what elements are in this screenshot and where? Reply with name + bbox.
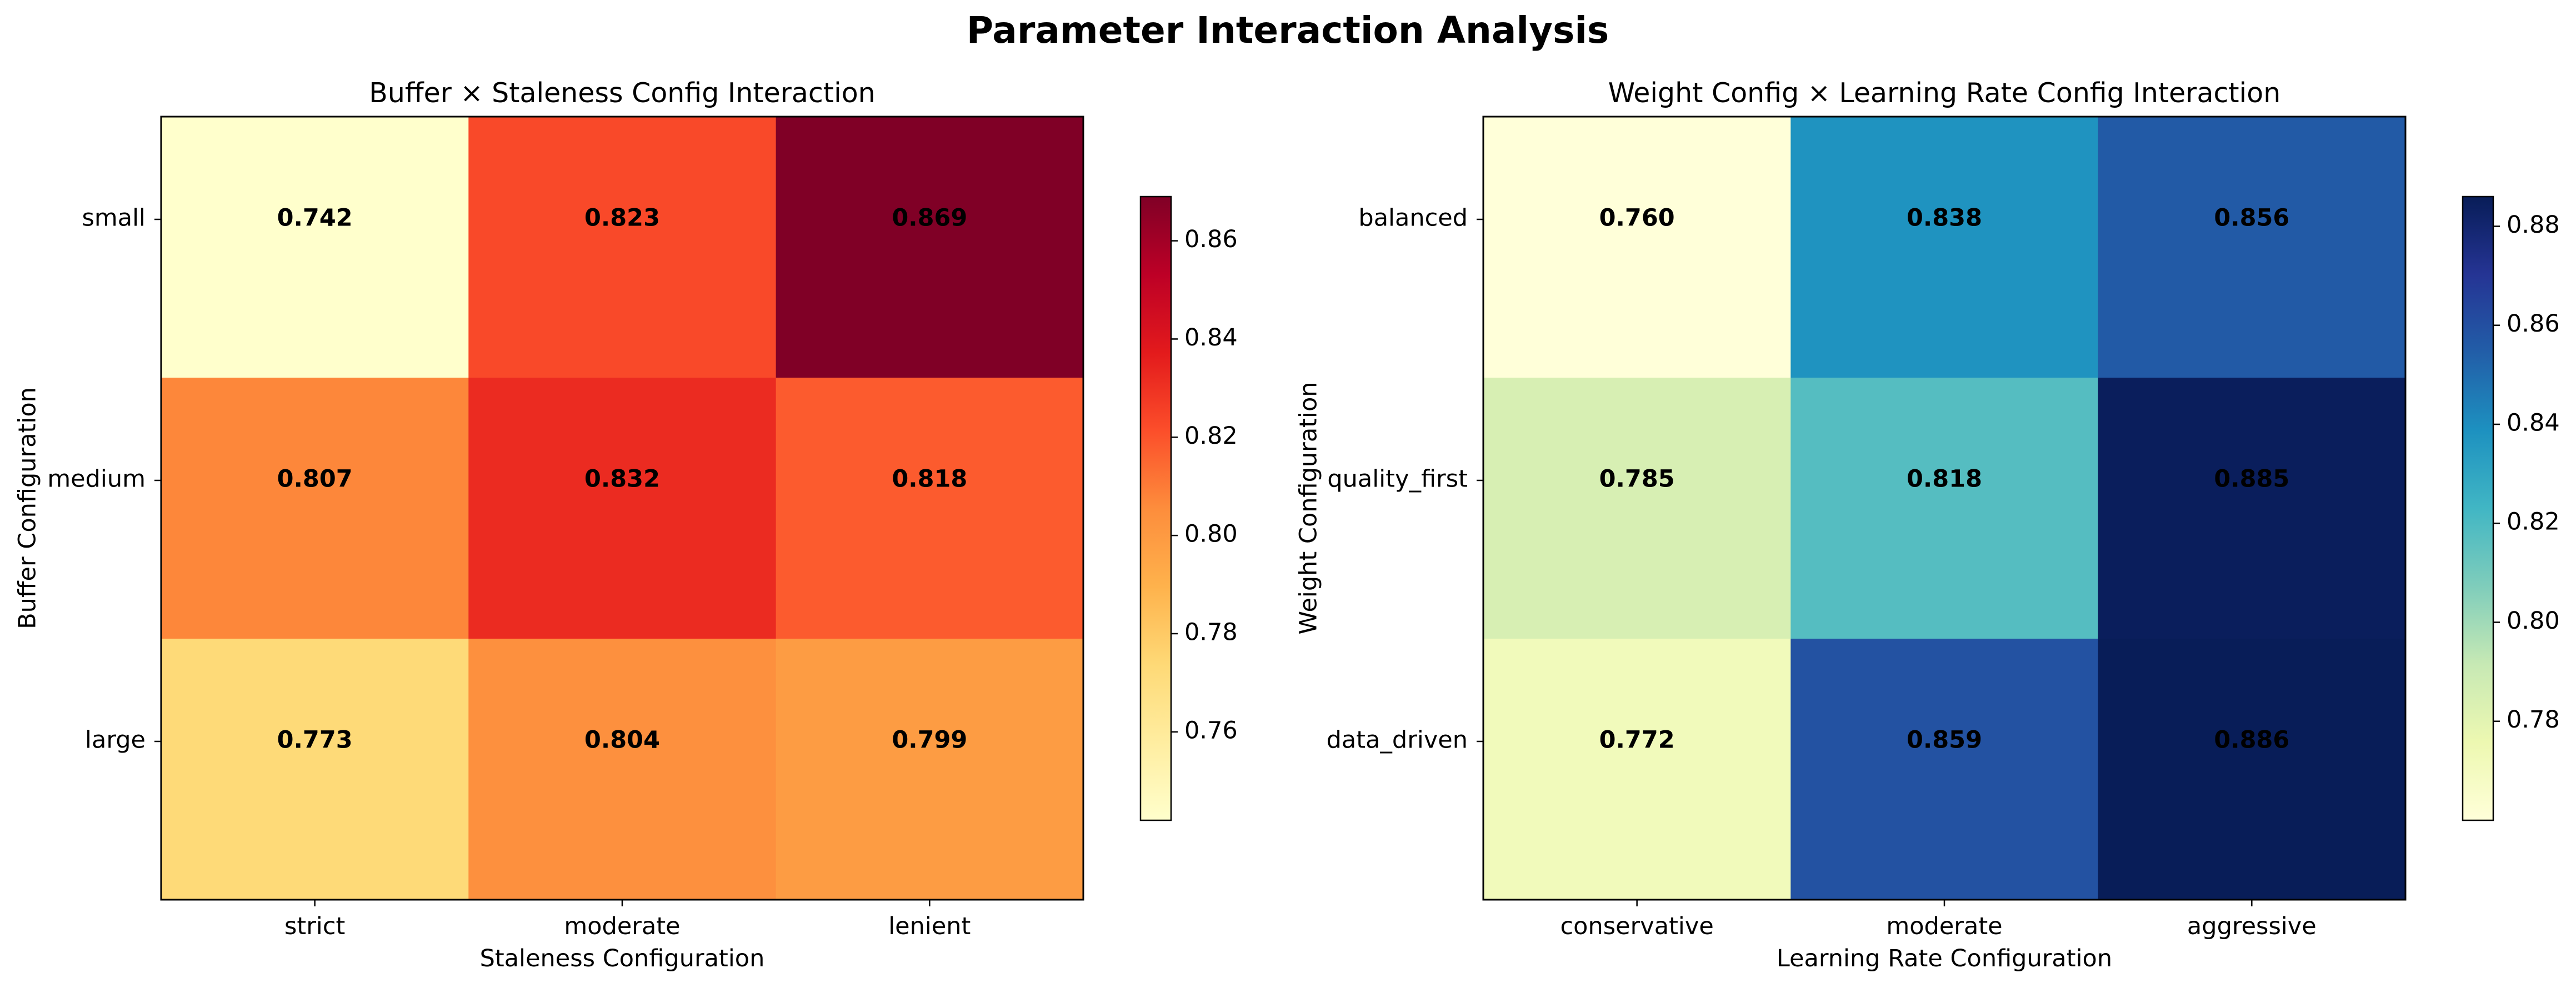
heatmap-cell: [468, 639, 777, 900]
heatmap-cell: [1483, 639, 1791, 900]
cell-value-label: 0.818: [892, 465, 967, 493]
colorbar-tick-label: 0.80: [1184, 520, 1238, 548]
colorbar-tick-label: 0.76: [1184, 716, 1238, 744]
heatmap-cell: [1483, 378, 1791, 639]
figure-title: Parameter Interaction Analysis: [967, 9, 1609, 52]
heatmap-cell: [1790, 639, 2099, 900]
y-tick-label: small: [82, 204, 146, 232]
heatmap-cell: [776, 378, 1084, 639]
cell-value-label: 0.869: [892, 204, 967, 232]
y-tick-label: medium: [47, 465, 146, 493]
cell-value-label: 0.823: [584, 204, 660, 232]
colorbar: [2462, 195, 2494, 821]
colorbar-tick-label: 0.86: [2507, 310, 2560, 338]
colorbar-tick-label: 0.82: [1184, 422, 1238, 450]
cell-value-label: 0.886: [2214, 726, 2289, 754]
cell-value-label: 0.856: [2214, 204, 2289, 232]
colorbar-tick-label: 0.80: [2507, 607, 2560, 635]
colorbar-tick-label: 0.78: [1184, 618, 1238, 646]
heatmap-buffer-staleness: 0.742 0.823 0.869 0.807 0.832 0.818 0.773 0.804…: [14, 77, 1238, 972]
colorbar-tick-label: 0.88: [2507, 211, 2560, 239]
x-tick-label: conservative: [1560, 912, 1714, 940]
chart-title: Weight Config × Learning Rate Config Int…: [1608, 77, 2281, 109]
cell-value-label: 0.760: [1599, 204, 1675, 232]
cell-value-label: 0.818: [1907, 465, 1982, 493]
heatmap-cell: [2098, 639, 2406, 900]
y-tick-label: data_driven: [1327, 726, 1468, 754]
heatmap-cell: [2098, 378, 2406, 639]
heatmap-cell: [468, 378, 777, 639]
cell-value-label: 0.785: [1599, 465, 1675, 493]
x-tick-label: strict: [284, 912, 345, 940]
heatmap-cell: [161, 117, 469, 378]
x-tick-label: aggressive: [2187, 912, 2317, 940]
heatmap-cell: [468, 117, 777, 378]
y-axis-label: Buffer Configuration: [14, 387, 42, 629]
colorbar-tick-label: 0.84: [1184, 324, 1238, 352]
cell-value-label: 0.807: [277, 465, 353, 493]
x-tick-label: moderate: [564, 912, 680, 940]
cell-value-label: 0.772: [1599, 726, 1675, 754]
colorbar-tick-label: 0.78: [2507, 706, 2560, 734]
cell-value-label: 0.885: [2214, 465, 2289, 493]
colorbar-tick-label: 0.84: [2507, 409, 2560, 437]
heatmap-cell: [1790, 117, 2099, 378]
y-tick-label: large: [85, 726, 146, 754]
cell-value-label: 0.832: [584, 465, 660, 493]
cell-value-label: 0.859: [1907, 726, 1982, 754]
y-tick-label: balanced: [1358, 204, 1468, 232]
colorbar-tick-label: 0.86: [1184, 225, 1238, 253]
heatmap-weight-learning-rate: 0.760 0.838 0.856 0.785 0.818 0.885 0.772 0.859…: [1295, 77, 2560, 972]
y-tick-label: quality_first: [1327, 465, 1468, 493]
x-tick-label: lenient: [888, 912, 971, 940]
heatmap-cell: [776, 639, 1084, 900]
chart-title: Buffer × Staleness Config Interaction: [369, 77, 876, 109]
x-tick-label: moderate: [1886, 912, 2002, 940]
heatmap-cell: [1483, 117, 1791, 378]
colorbar: [1139, 195, 1172, 821]
cell-value-label: 0.773: [277, 726, 353, 754]
cell-value-label: 0.838: [1907, 204, 1982, 232]
cell-value-label: 0.742: [277, 204, 353, 232]
x-axis-label: Staleness Configuration: [480, 945, 765, 972]
y-axis-label: Weight Configuration: [1295, 382, 1323, 634]
heatmap-cell: [161, 639, 469, 900]
heatmap-cell: [161, 378, 469, 639]
cell-value-label: 0.799: [892, 726, 967, 754]
cell-value-label: 0.804: [584, 726, 660, 754]
x-axis-label: Learning Rate Configuration: [1777, 945, 2112, 972]
heatmap-cell: [776, 117, 1084, 378]
heatmap-cell: [2098, 117, 2406, 378]
heatmap-cell: [1790, 378, 2099, 639]
colorbar-tick-label: 0.82: [2507, 508, 2560, 536]
